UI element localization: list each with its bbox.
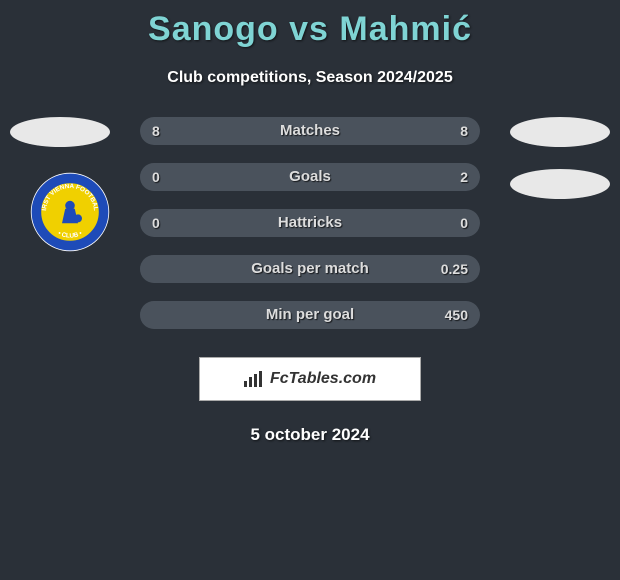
stat-row-hattricks: 00Hattricks [140,209,480,237]
club-badge-icon: FIRST VIENNA FOOTBALL • CLUB • [30,172,110,252]
comparison-subtitle: Club competitions, Season 2024/2025 [0,69,620,87]
infographic-container: Sanogo vs Mahmić Club competitions, Seas… [0,0,620,580]
player-left-placeholder [10,117,110,147]
comparison-title: Sanogo vs Mahmić [0,0,620,49]
bar-label: Matches [140,117,480,145]
bar-label: Goals [140,163,480,191]
bar-label: Hattricks [140,209,480,237]
stat-bars-group: 88Matches 02Goals 00Hattricks 0.25Goals per… [140,117,480,347]
bar-chart-icon [244,371,264,387]
date-text: 5 october 2024 [0,425,620,445]
stat-row-goals: 02Goals [140,163,480,191]
stat-row-matches: 88Matches [140,117,480,145]
comparison-area: FIRST VIENNA FOOTBALL • CLUB • 88Matches… [0,117,620,347]
promo-source-box: FcTables.com [199,357,421,401]
promo-text: FcTables.com [270,370,376,388]
stat-row-min-per-goal: 450Min per goal [140,301,480,329]
player-right-placeholder-1 [510,117,610,147]
bar-label: Goals per match [140,255,480,283]
player-right-placeholder-2 [510,169,610,199]
stat-row-goals-per-match: 0.25Goals per match [140,255,480,283]
bar-label: Min per goal [140,301,480,329]
